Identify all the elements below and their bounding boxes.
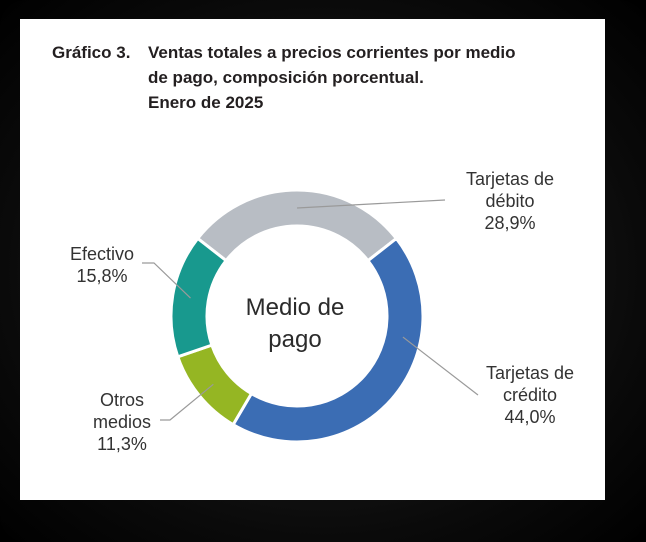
leader-line-debito bbox=[297, 199, 446, 209]
label-line2: crédito bbox=[502, 385, 558, 405]
label-line1: Otros bbox=[99, 390, 144, 410]
label-value: 15,8% bbox=[76, 266, 128, 286]
slice-tarjetas-debito bbox=[195, 188, 399, 263]
label-line1: Efectivo bbox=[69, 244, 135, 264]
label-tarjetas-credito: Tarjetas de crédito 44,0% bbox=[465, 362, 595, 428]
leader-line-credito bbox=[402, 336, 479, 396]
label-line2: medios bbox=[92, 412, 152, 432]
slice-tarjetas-credito bbox=[231, 236, 425, 444]
label-line2: débito bbox=[485, 191, 535, 211]
label-value: 11,3% bbox=[97, 434, 147, 454]
slice-efectivo bbox=[169, 236, 229, 359]
center-label-line1: Medio de bbox=[245, 294, 345, 321]
center-label: Medio de pago bbox=[230, 292, 360, 356]
label-tarjetas-debito: Tarjetas de débito 28,9% bbox=[440, 168, 580, 234]
chart-title-text: Ventas totales a precios corrientes por … bbox=[148, 43, 516, 112]
leader-line-efectivo bbox=[142, 262, 191, 299]
label-otros-medios: Otros medios 11,3% bbox=[72, 389, 172, 455]
center-label-line2: pago bbox=[268, 326, 322, 353]
label-line1: Tarjetas de bbox=[465, 169, 555, 189]
label-efectivo: Efectivo 15,8% bbox=[52, 243, 152, 287]
label-value: 44,0% bbox=[504, 407, 556, 427]
slice-otros-medios bbox=[175, 343, 254, 427]
chart-number: Gráfico 3. bbox=[52, 43, 131, 62]
label-line1: Tarjetas de bbox=[485, 363, 575, 383]
leader-line-otros bbox=[160, 383, 214, 421]
label-value: 28,9% bbox=[484, 213, 536, 233]
